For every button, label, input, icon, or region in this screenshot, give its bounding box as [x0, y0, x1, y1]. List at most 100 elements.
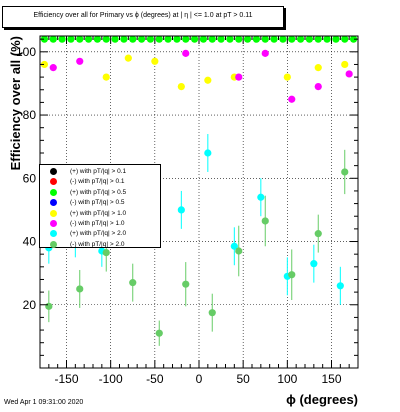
data-point [93, 35, 102, 43]
data-point [102, 73, 110, 81]
legend-marker [50, 240, 57, 248]
data-point [235, 247, 243, 255]
x-tick-label: -50 [146, 372, 164, 386]
legend-marker [50, 230, 57, 238]
data-point [296, 35, 305, 43]
legend-label: (-) with pT/|q| > 2.0 [70, 240, 125, 248]
y-tick-label: 100 [16, 45, 36, 59]
data-point [261, 49, 269, 57]
legend-entry: (+) with pT/|q| > 0.1 [40, 166, 160, 177]
data-point [252, 35, 261, 43]
data-point [102, 248, 110, 257]
legend-label: (+) with pT/|q| > 1.0 [70, 209, 127, 217]
legend-marker [50, 199, 57, 207]
x-tick-label: -100 [99, 372, 123, 386]
data-point [336, 282, 344, 290]
data-point [182, 280, 190, 288]
data-point [314, 230, 322, 238]
data-point [341, 168, 349, 176]
data-point [341, 60, 349, 69]
data-point [279, 35, 287, 43]
data-point [208, 309, 216, 317]
data-point [217, 35, 225, 43]
data-point [190, 35, 199, 43]
data-point [67, 35, 75, 43]
y-tick-label: 80 [23, 108, 37, 122]
data-point [155, 35, 163, 43]
legend-marker [50, 188, 57, 196]
data-point [235, 35, 243, 43]
y-tick-label: 60 [23, 171, 37, 185]
x-tick-label: -150 [54, 372, 78, 386]
data-point [349, 35, 358, 43]
legend-entry: (-) with pT/|q| > 0.1 [40, 176, 160, 187]
data-point [345, 70, 353, 78]
data-point [314, 64, 322, 72]
legend-entry: (-) with pT/|q| > 0.5 [40, 197, 160, 208]
data-point [235, 73, 243, 81]
data-point [310, 260, 318, 268]
data-point [257, 193, 265, 201]
y-axis-label: Efficiency over all (%) [8, 36, 23, 170]
data-point [182, 49, 190, 57]
data-point [76, 57, 84, 65]
data-point [261, 217, 269, 225]
data-point [151, 57, 159, 65]
x-tick-label: 100 [277, 372, 297, 386]
legend-marker [50, 209, 57, 217]
data-point [40, 35, 49, 43]
data-point [283, 73, 291, 81]
legend: (+) with pT/|q| > 0.1 (-) with pT/|q| > 0… [39, 164, 161, 248]
data-point [120, 35, 128, 43]
data-point [261, 35, 269, 43]
legend-label: (+) with pT/|q| > 2.0 [70, 230, 127, 238]
y-tick-label: 20 [23, 298, 37, 312]
x-tick-label: 50 [236, 372, 250, 386]
data-point [146, 35, 155, 43]
legend-entry: (-) with pT/|q| > 1.0 [40, 218, 160, 229]
legend-entry: (+) with pT/|q| > 1.0 [40, 208, 160, 219]
data-point [314, 82, 322, 91]
data-point [173, 35, 181, 43]
data-point [332, 35, 340, 43]
data-point [226, 35, 234, 43]
legend-label: (+) with pT/|q| > 0.1 [70, 168, 127, 175]
legend-marker [50, 220, 57, 227]
data-point [288, 35, 296, 43]
data-point [102, 35, 110, 43]
data-point [182, 35, 190, 43]
data-point [49, 35, 57, 43]
data-point [76, 35, 84, 43]
legend-label: (-) with pT/|q| > 1.0 [70, 220, 125, 227]
data-point [124, 54, 132, 62]
data-point [45, 302, 53, 310]
data-point [270, 35, 278, 43]
chart-title: Efficiency over all for Primary vs ϕ (de… [33, 12, 253, 19]
legend-marker [50, 168, 57, 175]
legend-marker [50, 178, 57, 186]
chart-title-box: Efficiency over all for Primary vs ϕ (de… [2, 6, 284, 28]
legend-entry: (+) with pT/|q| > 0.5 [40, 187, 160, 198]
x-tick-label: 0 [196, 372, 203, 386]
data-point [58, 35, 66, 43]
legend-label: (-) with pT/|q| > 0.5 [70, 199, 125, 207]
legend-label: (+) with pT/|q| > 0.5 [70, 188, 127, 196]
data-point [164, 35, 172, 43]
data-point [155, 329, 163, 337]
data-point [129, 279, 137, 287]
data-point [288, 271, 296, 279]
data-point [40, 60, 49, 69]
legend-label: (-) with pT/|q| > 0.1 [70, 178, 125, 186]
x-tick-label: 150 [321, 372, 341, 386]
data-point [177, 82, 185, 91]
data-point [288, 95, 296, 103]
data-point [314, 35, 322, 43]
legend-entry: (-) with pT/|q| > 2.0 [40, 239, 160, 250]
data-point [208, 35, 216, 43]
data-point [76, 285, 84, 293]
data-point [84, 35, 93, 43]
data-point [199, 35, 208, 43]
x-axis-label: ϕ (degrees) [286, 392, 358, 407]
data-point [129, 35, 137, 43]
y-tick-label: 40 [23, 235, 37, 249]
